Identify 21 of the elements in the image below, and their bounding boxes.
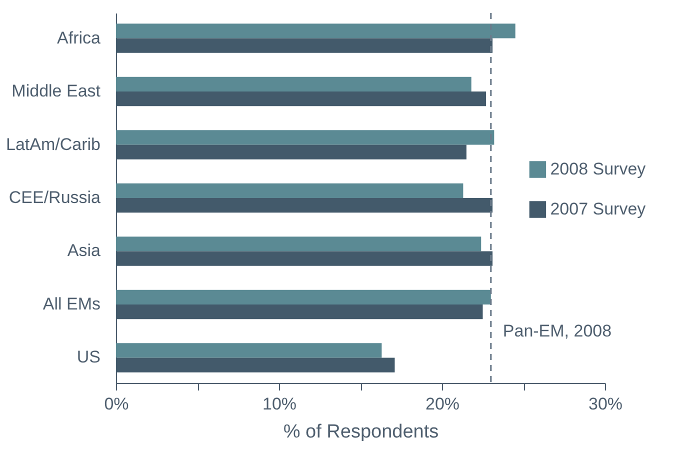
y-tick-label: Middle East <box>12 82 101 101</box>
y-tick-label: Asia <box>67 241 102 260</box>
bar <box>116 130 494 145</box>
x-tick-label: 20% <box>425 394 460 414</box>
y-tick-label: LatAm/Carib <box>6 134 100 154</box>
ref-line-label: Pan-EM, 2008 <box>502 322 612 341</box>
bar <box>116 290 491 304</box>
bar <box>116 343 382 358</box>
y-tick-label: CEE/Russia <box>8 188 102 207</box>
y-tick-label: Africa <box>57 28 102 48</box>
bar <box>116 76 472 92</box>
bar <box>116 236 482 252</box>
bar <box>116 183 464 198</box>
x-tick-label: 30% <box>588 394 623 414</box>
x-tick-label: 10% <box>262 394 297 414</box>
x-tick-label: 0% <box>104 394 129 414</box>
legend-label: 2007 Survey <box>550 200 646 218</box>
y-tick-label: US <box>76 348 100 367</box>
legend-label: 2008 Survey <box>550 160 646 178</box>
y-tick-label: All EMs <box>42 294 100 314</box>
bar <box>116 24 516 38</box>
